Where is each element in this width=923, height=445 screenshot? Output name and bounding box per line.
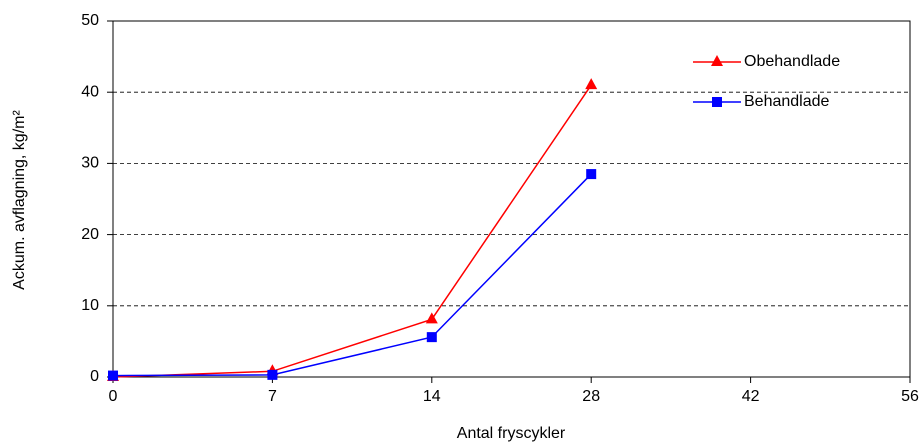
marker <box>585 78 598 90</box>
marker <box>711 55 723 66</box>
legend-label: Obehandlade <box>744 53 840 70</box>
x-tick-label: 0 <box>109 388 118 405</box>
y-tick-label: 10 <box>81 297 99 314</box>
series-line <box>112 84 592 378</box>
marker <box>712 97 722 107</box>
plot-frame <box>112 20 911 378</box>
marker <box>108 370 118 381</box>
series-line <box>112 173 592 377</box>
x-tick-label: 7 <box>268 388 277 405</box>
y-tick-label: 50 <box>81 12 99 29</box>
legend-label: Behandlade <box>744 93 830 110</box>
y-tick-label: 30 <box>81 155 99 172</box>
marker <box>267 369 278 380</box>
y-tick-label: 20 <box>81 226 99 243</box>
x-tick-label: 28 <box>582 388 600 405</box>
y-axis-label: Ackum. avflagning, kg/m² <box>11 110 28 290</box>
x-tick-label: 56 <box>901 388 919 405</box>
marker <box>425 312 438 324</box>
x-axis-label: Antal fryscykler <box>457 425 566 442</box>
y-tick-label: 0 <box>90 368 99 385</box>
marker <box>426 332 437 343</box>
x-tick-label: 14 <box>423 388 441 405</box>
marker <box>586 169 597 180</box>
x-tick-label: 42 <box>742 388 760 405</box>
y-tick-label: 40 <box>81 83 99 100</box>
